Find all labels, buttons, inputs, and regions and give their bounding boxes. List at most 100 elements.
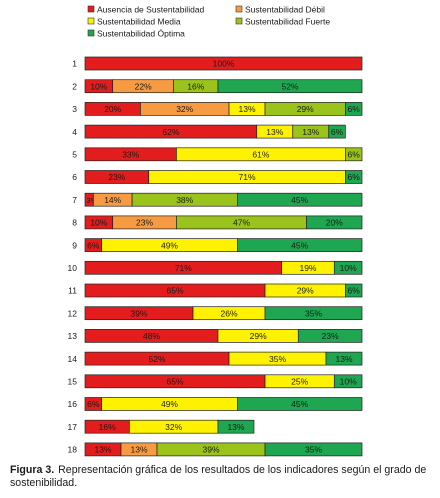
data-label-13-1: 48% — [143, 331, 160, 341]
data-label-17-1: 16% — [99, 422, 116, 432]
data-label-8-4: 47% — [233, 218, 250, 228]
data-label-18-5: 35% — [305, 445, 322, 455]
category-label-15: 15 — [68, 377, 78, 387]
data-label-7-4: 38% — [176, 195, 193, 205]
data-label-3-3: 13% — [239, 104, 256, 114]
legend-swatch-1 — [87, 5, 95, 13]
data-label-12-5: 35% — [305, 308, 322, 318]
data-label-8-5: 20% — [326, 218, 343, 228]
caption-text: Representación gráfica de los resultados… — [10, 464, 427, 489]
data-label-12-3: 26% — [221, 308, 238, 318]
data-label-4-4: 13% — [302, 127, 319, 137]
data-label-11-3: 29% — [297, 286, 314, 296]
data-label-2-5: 52% — [281, 81, 298, 91]
legend-label-5: Sustentabilidad Óptima — [97, 29, 185, 39]
category-label-14: 14 — [68, 354, 78, 364]
data-label-16-3: 49% — [161, 399, 178, 409]
legend-swatch-5 — [87, 29, 95, 37]
category-label-5: 5 — [72, 150, 77, 160]
data-label-8-2: 23% — [136, 218, 153, 228]
data-label-18-1: 13% — [94, 445, 111, 455]
bar-segment-5-4 — [345, 147, 363, 162]
category-label-4: 4 — [72, 127, 77, 137]
data-label-17-5: 13% — [227, 422, 244, 432]
data-label-7-1: 3% — [87, 196, 98, 205]
bar-segment-11-5 — [345, 283, 363, 298]
bar-segment-7-5 — [237, 192, 363, 207]
category-label-12: 12 — [68, 308, 78, 318]
legend-swatch-4 — [235, 17, 243, 25]
category-label-6: 6 — [72, 172, 77, 182]
data-label-6-3: 71% — [239, 172, 256, 182]
data-label-2-4: 16% — [187, 81, 204, 91]
data-label-16-5: 45% — [291, 399, 308, 409]
data-label-7-5: 45% — [291, 195, 308, 205]
category-label-9: 9 — [72, 240, 77, 250]
bar-segment-18-5 — [264, 442, 363, 457]
legend-label-3: Sustentabilidad Media — [97, 17, 181, 27]
data-label-2-1: 10% — [90, 81, 107, 91]
data-label-7-2: 14% — [104, 195, 121, 205]
category-label-18: 18 — [68, 445, 78, 455]
data-label-15-1: 65% — [167, 377, 184, 387]
bar-segment-10-5 — [333, 260, 363, 275]
data-label-5-3: 61% — [252, 150, 269, 160]
category-label-2: 2 — [72, 81, 77, 91]
legend-swatch-2 — [235, 5, 243, 13]
bar-segment-4-5 — [328, 124, 346, 139]
bar-segment-3-5 — [345, 102, 363, 116]
bar-segment-17-5 — [217, 419, 255, 434]
data-label-4-1: 62% — [162, 127, 179, 137]
caption-label: Figura 3. — [10, 464, 55, 476]
legend-label-1: Ausencia de Sustentabilidad — [97, 5, 205, 15]
data-label-1-1: 100% — [213, 59, 235, 69]
data-label-11-5: 6% — [348, 286, 361, 296]
data-label-3-4: 29% — [297, 104, 314, 114]
category-label-17: 17 — [68, 422, 78, 432]
data-label-14-5: 13% — [335, 354, 352, 364]
data-label-15-5: 10% — [340, 377, 357, 387]
bar-segment-9-5 — [237, 238, 363, 252]
data-label-6-5: 6% — [348, 172, 361, 182]
category-label-16: 16 — [68, 399, 78, 409]
data-label-15-3: 25% — [291, 377, 308, 387]
data-label-5-4: 6% — [348, 150, 361, 160]
legend-swatch-3 — [87, 17, 95, 25]
data-label-14-1: 52% — [149, 354, 166, 364]
category-label-10: 10 — [68, 263, 78, 273]
category-label-13: 13 — [68, 331, 78, 341]
data-label-6-1: 23% — [108, 172, 125, 182]
data-label-10-1: 71% — [175, 263, 192, 273]
bar-segment-16-5 — [237, 397, 363, 411]
data-label-11-1: 65% — [167, 286, 184, 296]
data-label-9-1: 6% — [87, 240, 100, 250]
data-label-13-5: 23% — [322, 331, 339, 341]
category-label-11: 11 — [68, 286, 77, 296]
data-label-2-2: 22% — [135, 81, 152, 91]
stacked-bar-chart: Ausencia de Sustentabilidad Sustentabilid… — [68, 5, 363, 457]
data-label-18-2: 13% — [131, 445, 148, 455]
data-label-3-1: 20% — [104, 104, 121, 114]
data-label-4-5: 6% — [331, 127, 344, 137]
category-label-1: 1 — [72, 59, 77, 69]
figure-caption: Figura 3. Representación gráfica de los r… — [10, 464, 435, 490]
data-label-18-4: 39% — [203, 445, 220, 455]
bar-segment-1-1 — [84, 56, 363, 71]
data-label-14-3: 35% — [269, 354, 286, 364]
bar-segment-13-5 — [297, 329, 363, 343]
category-label-7: 7 — [72, 195, 77, 205]
data-label-9-3: 49% — [161, 240, 178, 250]
data-label-12-1: 39% — [131, 308, 148, 318]
bar-segment-15-5 — [333, 374, 363, 389]
data-label-16-1: 6% — [87, 399, 100, 409]
data-label-3-2: 32% — [176, 104, 193, 114]
data-label-13-3: 29% — [250, 331, 267, 341]
legend-label-4: Sustentabilidad Fuerte — [245, 17, 330, 27]
category-label-3: 3 — [72, 104, 77, 114]
bar-segment-14-5 — [325, 351, 363, 366]
bar-segment-8-5 — [306, 215, 363, 230]
data-label-10-5: 10% — [340, 263, 357, 273]
bar-segment-6-5 — [345, 170, 363, 184]
bar-segment-12-5 — [264, 306, 363, 321]
category-label-8: 8 — [72, 218, 77, 228]
